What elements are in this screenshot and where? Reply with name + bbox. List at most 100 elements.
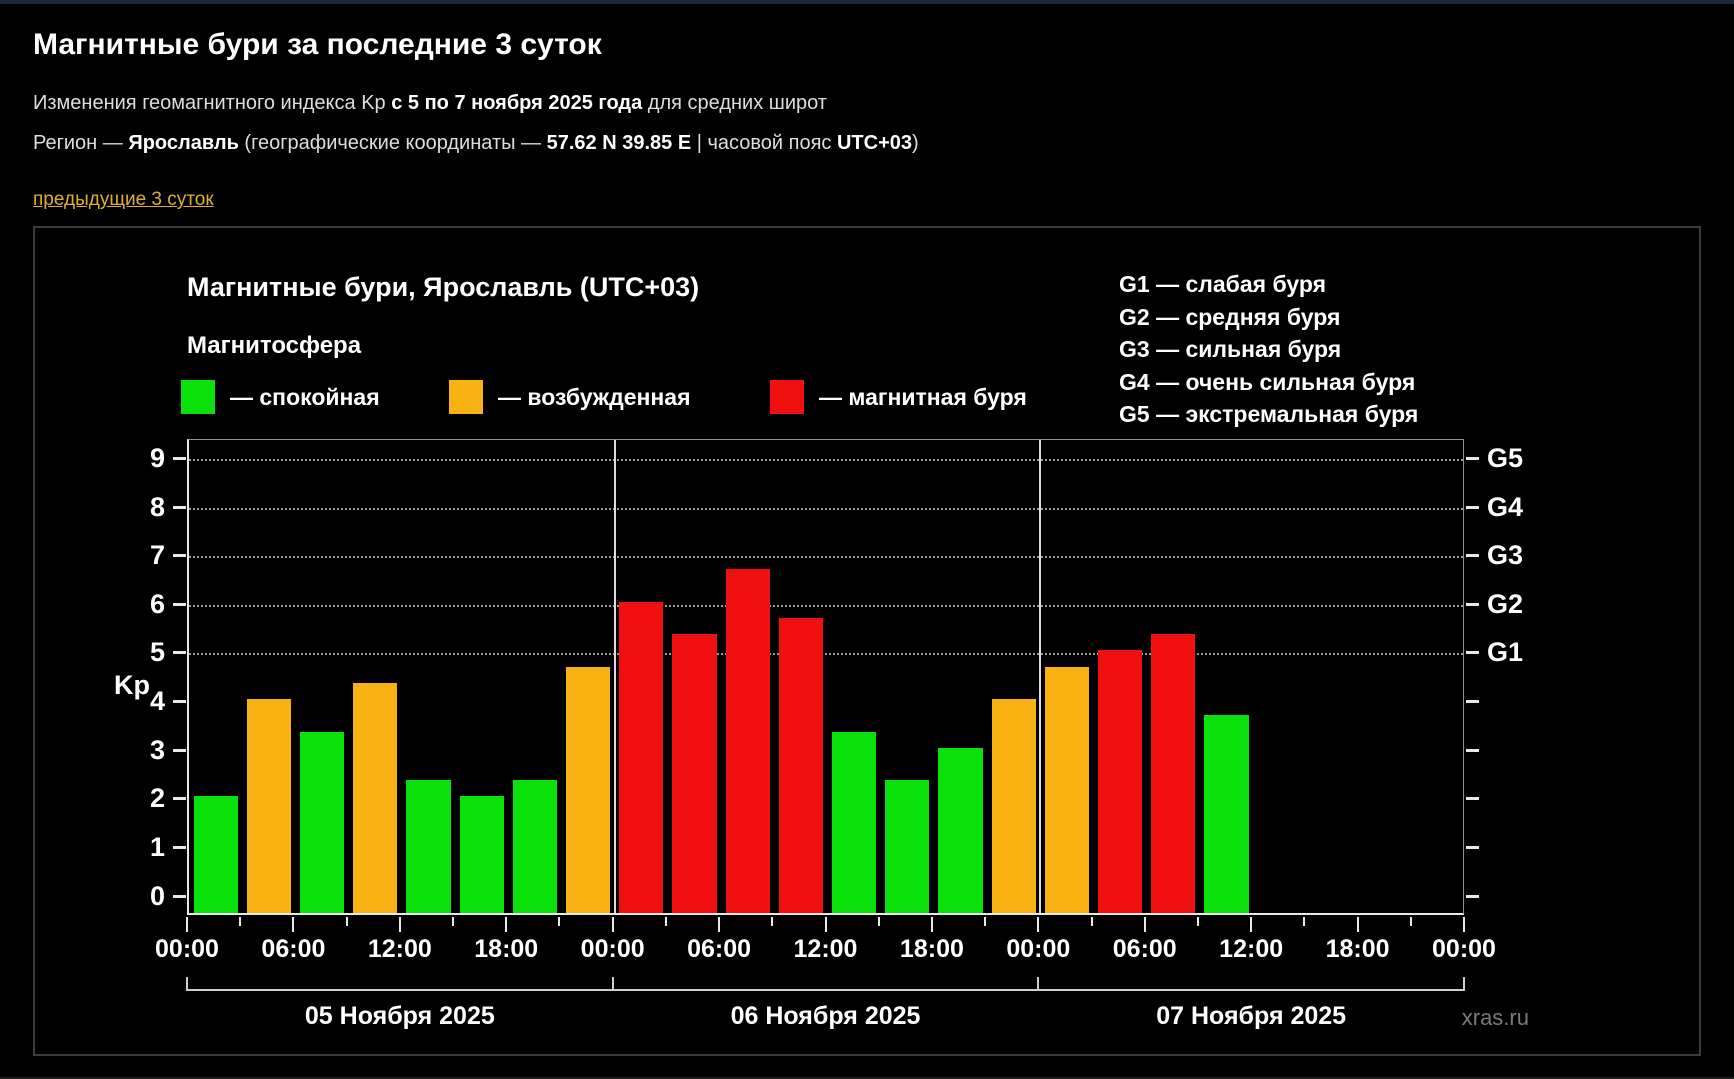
x-tick-label: 06:00 (1112, 935, 1177, 963)
storm-scale-line: G3 — сильная буря (1119, 336, 1342, 362)
x-axis-tick (186, 917, 188, 932)
storm-scale-line: G4 — очень сильная буря (1119, 368, 1416, 395)
x-tick-label: 00:00 (155, 935, 219, 963)
y-axis-tick-left (173, 602, 186, 606)
y-axis-tick-right (1466, 700, 1479, 704)
x-tick-label: 12:00 (367, 935, 432, 963)
x-tick-label: 00:00 (580, 935, 645, 963)
page-title: Магнитные бури за последние 3 суток (33, 28, 602, 61)
y-axis-tick-left (173, 651, 186, 655)
chart-title: Магнитные бури, Ярославль (UTC+03) (187, 272, 700, 302)
kp-bar (991, 699, 1036, 913)
kp-bar (938, 747, 983, 913)
watermark: xras.ru (1461, 1005, 1529, 1030)
y-axis-tick-left (173, 845, 186, 849)
x-axis-tick (398, 917, 401, 932)
legend-swatch-quiet (181, 380, 215, 414)
subtitle-dates: с 5 по 7 ноября 2025 года (391, 92, 643, 114)
right-axis-label-g5: G5 (1487, 442, 1524, 473)
previous-3-days-link[interactable]: предыдущие 3 суток (33, 189, 214, 210)
legend-item-quiet: — спокойная (181, 380, 380, 414)
y-axis-tick-left (173, 700, 186, 704)
x-tick-label: 00:00 (1432, 935, 1496, 963)
legend-item-storm: — магнитная буря (770, 380, 1027, 414)
subtitle-prefix: Изменения геомагнитного индекса Kp (33, 92, 392, 114)
x-tick-label: 00:00 (1006, 935, 1071, 963)
right-axis-label-g4: G4 (1487, 491, 1524, 522)
x-axis-tick (452, 917, 455, 926)
plot-area (187, 439, 1464, 915)
y-tick-label: 8 (149, 491, 165, 522)
date-bracket-tick (186, 977, 188, 991)
x-axis-tick (558, 917, 561, 926)
x-axis-tick (718, 917, 721, 932)
kp-bar (1098, 650, 1143, 913)
x-tick-label: 06:00 (687, 935, 752, 963)
storm-scale-line: G2 — средняя буря (1119, 303, 1341, 330)
kp-bar (619, 601, 664, 913)
storm-scale-legend: G1 — слабая буря G2 — средняя буря G3 — си… (1119, 268, 1418, 431)
legend-swatch-excited (449, 380, 483, 414)
y-tick-label: 6 (149, 588, 165, 619)
storm-scale-line: G5 — экстремальная буря (1119, 401, 1419, 427)
day-separator (1039, 440, 1042, 913)
y-axis-tick-right (1466, 456, 1479, 460)
x-axis-tick (611, 917, 614, 932)
date-label: 05 Ноября 2025 (304, 1002, 495, 1030)
y-axis-title: Kp (114, 670, 150, 700)
kp-bar (353, 683, 398, 913)
y-axis-tick-left (173, 797, 186, 801)
date-bracket-tick (1037, 977, 1040, 991)
y-tick-label: 0 (149, 880, 165, 911)
date-bracket-tick (611, 977, 614, 991)
y-axis-tick-right (1466, 554, 1479, 558)
region-coordinates: 57.62 N 39.85 E (546, 132, 692, 154)
y-axis-tick-left (173, 748, 186, 752)
x-axis-tick (1409, 917, 1412, 926)
date-label: 07 Ноября 2025 (1156, 1002, 1347, 1030)
right-axis-label-g3: G3 (1487, 540, 1524, 571)
kp-bar (1151, 634, 1196, 913)
y-axis-tick-left (173, 505, 186, 509)
y-axis-tick-right (1466, 894, 1479, 898)
x-axis-tick (1143, 917, 1146, 932)
y-tick-label: 7 (149, 540, 165, 571)
x-axis-tick (239, 917, 242, 926)
y-axis-tick-left (173, 894, 186, 898)
x-axis-tick (1090, 917, 1093, 926)
y-tick-label: 3 (149, 734, 165, 765)
gridline-kp6 (189, 604, 1463, 607)
kp-bar (778, 617, 823, 913)
x-tick-label: 18:00 (474, 935, 539, 963)
x-axis-tick (1250, 917, 1253, 932)
kp-bar (512, 780, 557, 913)
x-tick-label: 12:00 (1219, 935, 1284, 963)
kp-bar (246, 699, 291, 913)
legend-label-excited: — возбужденная (498, 383, 691, 410)
right-axis-label-g1: G1 (1487, 637, 1524, 668)
kp-bar (459, 796, 504, 913)
y-axis-tick-left (173, 456, 186, 460)
region-timezone: UTC+03 (836, 132, 912, 154)
x-tick-label: 12:00 (793, 935, 858, 963)
y-tick-label: 9 (149, 442, 165, 473)
x-axis-tick (1463, 917, 1465, 932)
legend-swatch-storm (770, 380, 804, 414)
x-axis-tick (1303, 917, 1306, 926)
gridline-kp7 (189, 556, 1463, 559)
x-axis-tick (1196, 917, 1199, 926)
y-axis-tick-right (1466, 505, 1479, 509)
y-axis-tick-right (1466, 845, 1479, 849)
kp-bar (193, 796, 238, 913)
kp-bar (299, 731, 345, 913)
y-tick-label: 4 (149, 686, 165, 717)
right-axis-label-g2: G2 (1487, 588, 1524, 619)
y-axis-tick-right (1466, 651, 1479, 655)
kp-bar (565, 666, 611, 913)
gridline-kp8 (189, 507, 1463, 510)
region-line: Регион — Ярославль (географические коорд… (33, 132, 919, 154)
x-tick-label: 18:00 (1325, 935, 1390, 963)
x-axis-tick (505, 917, 508, 932)
y-axis-tick-right (1466, 797, 1479, 801)
